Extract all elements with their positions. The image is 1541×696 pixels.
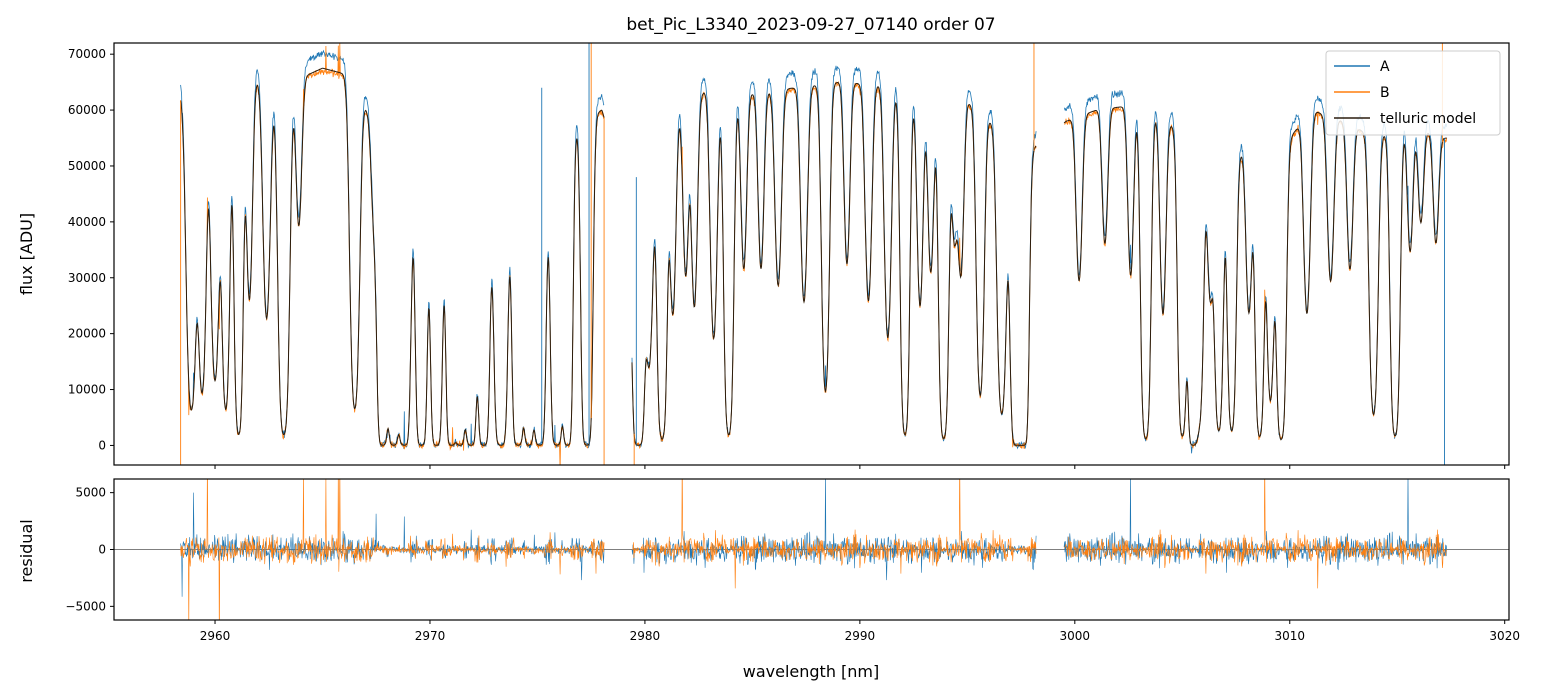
residual-plot-area bbox=[114, 479, 1509, 620]
residual-y-axis-label: residual bbox=[17, 519, 36, 582]
residual-y-tick-label: 5000 bbox=[75, 486, 106, 500]
telluric-model-line bbox=[180, 67, 605, 446]
chart-title: bet_Pic_L3340_2023-09-27_07140 order 07 bbox=[626, 15, 995, 35]
residual-a-line bbox=[631, 479, 1037, 581]
residual-y-tick-label: −5000 bbox=[65, 599, 106, 613]
flux-axes-frame bbox=[113, 42, 1510, 466]
x-tick-label: 2960 bbox=[200, 629, 231, 643]
flux-y-axis-label: flux [ADU] bbox=[17, 213, 36, 295]
flux-y-tick-label: 40000 bbox=[68, 215, 106, 229]
x-axis-label: wavelength [nm] bbox=[743, 662, 880, 681]
flux-y-tick-label: 0 bbox=[98, 438, 106, 452]
flux-y-tick-label: 20000 bbox=[68, 327, 106, 341]
flux-plot-area bbox=[180, 43, 1448, 465]
flux-y-tick-label: 60000 bbox=[68, 103, 106, 117]
legend[interactable]: A B telluric model bbox=[1325, 50, 1501, 136]
residual-y-axis: −5000 0 5000 bbox=[65, 486, 114, 613]
flux-y-tick-label: 10000 bbox=[68, 383, 106, 397]
x-tick-label: 3010 bbox=[1274, 629, 1305, 643]
flux-y-tick-label: 30000 bbox=[68, 271, 106, 285]
flux-x-axis bbox=[214, 465, 1506, 469]
x-tick-label: 3020 bbox=[1489, 629, 1520, 643]
residual-x-axis: 2960 2970 2980 2990 3000 3010 3020 bbox=[200, 620, 1520, 643]
x-tick-label: 3000 bbox=[1060, 629, 1091, 643]
residual-b-line bbox=[1064, 479, 1447, 589]
residual-b-line bbox=[631, 479, 1037, 589]
telluric-model-line bbox=[631, 81, 1037, 446]
x-tick-label: 2980 bbox=[630, 629, 661, 643]
x-tick-label: 2990 bbox=[845, 629, 876, 643]
telluric-model-line bbox=[1063, 106, 1447, 446]
x-tick-label: 2970 bbox=[415, 629, 446, 643]
legend-label-model: telluric model bbox=[1380, 111, 1476, 127]
legend-box bbox=[1325, 50, 1501, 136]
flux-y-tick-label: 50000 bbox=[68, 159, 106, 173]
residual-y-tick-label: 0 bbox=[98, 543, 106, 557]
legend-label-b: B bbox=[1380, 85, 1390, 101]
residual-b-line bbox=[180, 479, 605, 620]
legend-label-a: A bbox=[1380, 59, 1390, 75]
flux-y-axis: 0 10000 20000 30000 40000 50000 60000 70000 bbox=[68, 47, 114, 452]
flux-y-tick-label: 70000 bbox=[68, 47, 106, 61]
